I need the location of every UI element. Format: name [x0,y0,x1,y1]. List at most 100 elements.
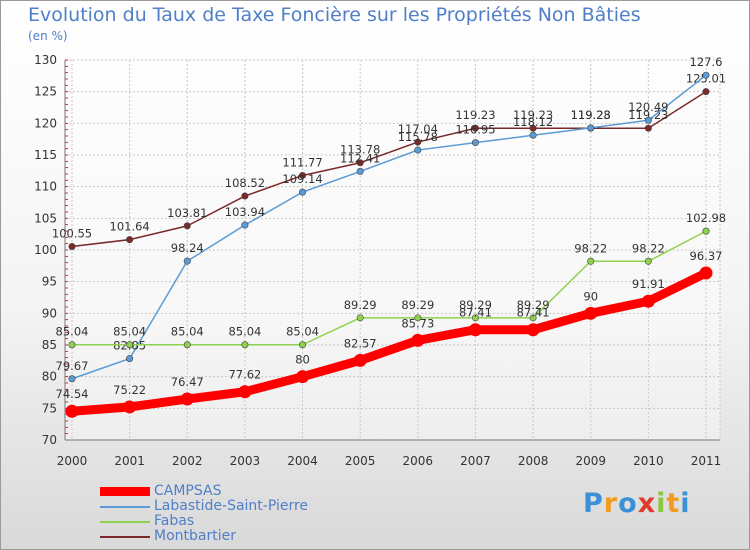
data-label: 127.6 [690,55,723,69]
y-tick-label: 105 [34,211,57,225]
legend-swatch [100,505,150,508]
data-label: 120.49 [628,100,668,114]
data-point [123,400,137,414]
data-label: 115.78 [398,130,438,144]
legend-label: CAMPSAS [154,483,222,499]
data-point [356,159,364,167]
data-point [126,236,134,244]
data-point [183,257,191,265]
data-point [241,192,249,200]
x-tick-label: 2008 [518,454,549,468]
x-tick-label: 2011 [691,454,722,468]
data-point [529,124,537,132]
data-label: 98.22 [632,241,665,255]
data-label: 119.23 [571,108,611,122]
data-label: 117.04 [398,122,438,136]
data-point [68,341,76,349]
data-label: 89.29 [459,298,492,312]
data-point [183,341,191,349]
y-tick-label: 75 [42,401,57,415]
data-label: 112.41 [340,151,380,165]
logo-letter: i [656,488,667,519]
series-line [67,268,711,416]
data-point [299,171,307,179]
data-point [356,167,364,175]
x-tick-label: 2001 [114,454,145,468]
data-label: 102.98 [686,211,726,225]
logo-letter: o [618,488,638,519]
x-tick-label: 2003 [230,454,261,468]
data-label: 74.54 [56,387,89,401]
legend-label: Labastide-Saint-Pierre [154,498,309,514]
data-label: 113.78 [340,143,380,157]
data-label: 119.28 [571,108,611,122]
data-label: 108.52 [225,176,265,190]
data-label: 80 [295,353,310,367]
data-point [241,221,249,229]
legend-item-campsas: CAMPSAS [100,484,308,499]
data-point [644,124,652,132]
data-label: 116.95 [455,123,495,137]
x-tick-label: 2000 [57,454,88,468]
legend-label: Fabas [154,513,195,529]
x-tick-label: 2009 [575,454,606,468]
data-point [529,314,537,322]
data-label: 103.94 [225,205,265,219]
data-label: 109.14 [282,172,322,186]
data-point [526,323,540,337]
data-label: 77.62 [228,368,261,382]
y-tick-label: 115 [34,148,57,162]
data-label: 91.91 [632,277,665,291]
y-tick-label: 95 [42,275,57,289]
data-label: 85.73 [401,316,434,330]
data-point [468,323,482,337]
y-tick-label: 85 [42,338,57,352]
logo-letter: i [680,488,691,519]
data-point [699,266,713,280]
data-label: 85.04 [171,325,204,339]
data-point [587,124,595,132]
data-label: 85.04 [286,325,319,339]
data-label: 85.04 [56,325,89,339]
data-point [414,138,422,146]
legend-swatch [100,535,150,538]
legend-item-montbartier: Montbartier [100,529,308,544]
data-point [471,139,479,147]
data-point [180,392,194,406]
y-tick-label: 100 [34,243,57,257]
x-tick-label: 2007 [460,454,491,468]
logo-letter: x [637,488,657,519]
data-label: 87.41 [517,306,550,320]
data-point [529,131,537,139]
x-tick-label: 2004 [287,454,318,468]
legend-label: Montbartier [154,528,236,544]
data-point [356,314,364,322]
data-label: 98.22 [574,241,607,255]
data-label: 90 [583,289,598,303]
data-point [299,341,307,349]
data-label: 89.29 [344,298,377,312]
data-point [644,257,652,265]
data-label: 119.23 [455,108,495,122]
data-point [584,306,598,320]
data-label: 87.41 [459,306,492,320]
data-label: 85.04 [113,325,146,339]
data-label: 118.12 [513,115,553,129]
y-tick-label: 120 [34,116,57,130]
x-tick-label: 2005 [345,454,376,468]
chart-title: Evolution du Taux de Taxe Foncière sur l… [28,4,641,26]
data-point [641,294,655,308]
data-point [414,146,422,154]
data-point [126,341,134,349]
logo-letter: P [583,488,604,519]
data-point [587,257,595,265]
data-label: 85.04 [228,325,261,339]
proxiti-logo: Proxiti [583,488,691,519]
series-line [71,74,707,380]
x-tick-label: 2002 [172,454,203,468]
y-tick-label: 110 [34,180,57,194]
data-label: 111.77 [282,155,322,169]
data-point [183,222,191,230]
data-label: 103.81 [167,206,207,220]
